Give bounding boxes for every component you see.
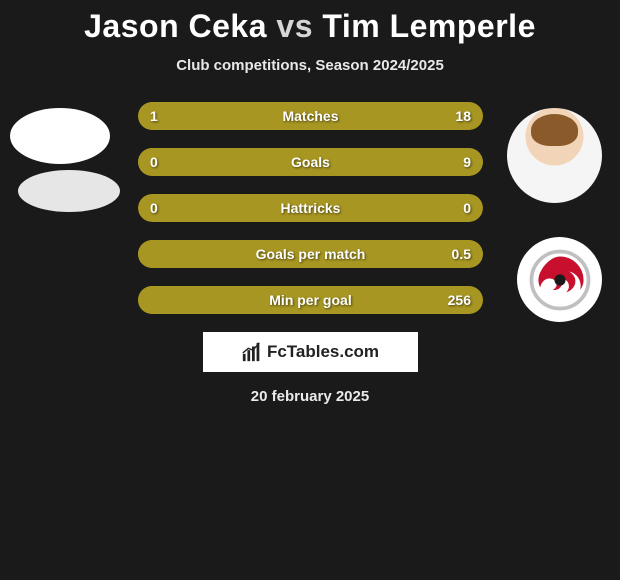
stat-bars: 118Matches 09Goals 00Hattricks 0.5Goals per… xyxy=(138,102,483,314)
player2-name: Tim Lemperle xyxy=(322,8,535,44)
stat-bar: 09Goals xyxy=(138,148,483,176)
player1-club-logo xyxy=(18,170,120,212)
stat-bar: 256Min per goal xyxy=(138,286,483,314)
player1-name: Jason Ceka xyxy=(84,8,267,44)
player1-avatar xyxy=(10,108,110,164)
page-title: Jason Ceka vs Tim Lemperle xyxy=(0,8,620,45)
bar-label: Goals xyxy=(138,148,483,176)
subtitle: Club competitions, Season 2024/2025 xyxy=(0,57,620,74)
player2-club-logo xyxy=(517,237,602,322)
brand-text: FcTables.com xyxy=(267,342,379,362)
date-text: 20 february 2025 xyxy=(0,388,620,405)
root: Jason Ceka vs Tim Lemperle Club competit… xyxy=(0,0,620,405)
content: 118Matches 09Goals 00Hattricks 0.5Goals per… xyxy=(0,102,620,405)
stat-bar: 118Matches xyxy=(138,102,483,130)
stat-bar: 00Hattricks xyxy=(138,194,483,222)
brand-badge: FcTables.com xyxy=(203,332,418,372)
hurricane-logo-icon xyxy=(529,249,591,311)
bar-label: Min per goal xyxy=(138,286,483,314)
vs-separator: vs xyxy=(276,8,313,44)
bar-label: Hattricks xyxy=(138,194,483,222)
bar-chart-icon xyxy=(241,341,263,363)
player2-avatar xyxy=(507,108,602,203)
bar-label: Goals per match xyxy=(138,240,483,268)
bar-label: Matches xyxy=(138,102,483,130)
stat-bar: 0.5Goals per match xyxy=(138,240,483,268)
